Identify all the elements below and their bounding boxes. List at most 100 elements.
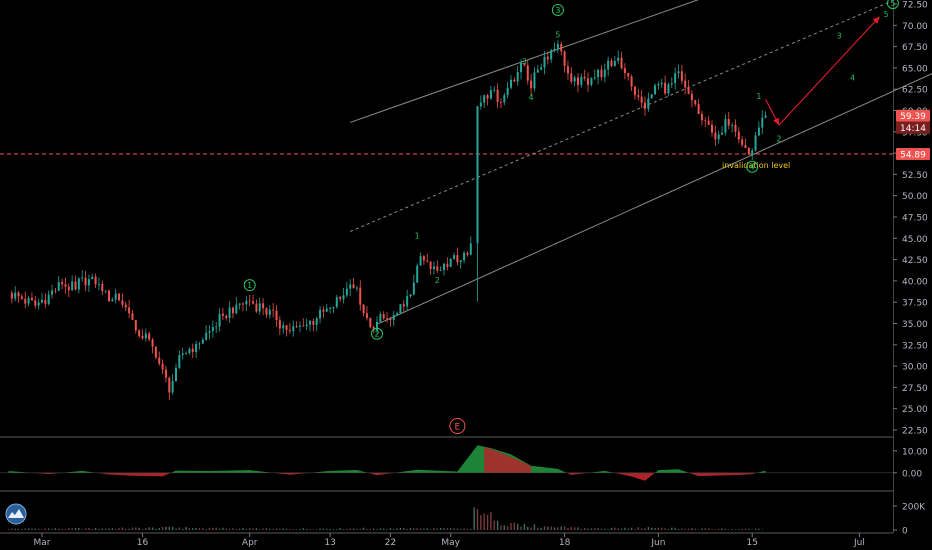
candle[interactable] [459,259,462,269]
candle[interactable] [292,320,295,337]
app-logo-icon[interactable] [5,503,27,525]
candle[interactable] [51,284,54,299]
candle[interactable] [506,81,509,99]
candle[interactable] [409,293,412,298]
candle[interactable] [416,263,419,284]
candle[interactable] [463,250,466,264]
candle[interactable] [81,270,84,282]
candle[interactable] [128,299,131,319]
oscillator-pane[interactable] [0,445,893,481]
candle[interactable] [298,321,301,333]
candle[interactable] [352,277,355,289]
candle[interactable] [124,301,127,312]
candle[interactable] [175,363,177,382]
candle[interactable] [724,114,727,136]
candle[interactable] [369,317,372,329]
candle[interactable] [339,295,342,302]
candle[interactable] [667,82,670,96]
candle[interactable] [560,41,563,56]
candle[interactable] [74,275,77,291]
candle[interactable] [731,122,734,133]
minor-wave-label[interactable]: 1 [415,232,420,241]
candle[interactable] [154,346,157,360]
candle[interactable] [309,319,311,332]
candle[interactable] [446,257,449,271]
candle[interactable] [530,73,533,96]
candle[interactable] [456,247,459,266]
candle[interactable] [479,95,482,110]
candle[interactable] [469,236,472,256]
candle[interactable] [546,51,549,65]
candle[interactable] [164,365,167,383]
candle[interactable] [191,343,194,359]
candle[interactable] [633,85,636,100]
candle[interactable] [486,93,489,106]
candle[interactable] [141,329,144,341]
candle[interactable] [754,132,757,152]
candle[interactable] [181,347,184,360]
candle[interactable] [91,273,94,280]
candle[interactable] [37,298,40,310]
candle[interactable] [603,63,606,83]
candle[interactable] [20,293,23,301]
candle[interactable] [533,67,536,92]
candle[interactable] [332,306,335,313]
candle[interactable] [94,273,97,288]
candle[interactable] [526,59,529,85]
candle[interactable] [285,324,288,337]
candle[interactable] [329,306,332,314]
candle[interactable] [644,96,646,116]
candle[interactable] [342,287,345,304]
candle[interactable] [540,63,543,71]
candle[interactable] [453,252,456,260]
candle[interactable] [248,294,251,307]
candle[interactable] [17,291,20,303]
candle[interactable] [590,77,593,87]
candle[interactable] [419,252,422,266]
candle[interactable] [185,351,188,355]
candle[interactable] [111,297,114,302]
candle[interactable] [553,42,556,53]
candle[interactable] [536,65,539,73]
candle[interactable] [67,283,70,298]
candle[interactable] [426,253,429,263]
candle[interactable] [41,292,43,304]
candle[interactable] [597,68,600,85]
candle[interactable] [677,64,680,79]
candle[interactable] [392,311,395,326]
candle[interactable] [493,86,496,93]
candle[interactable] [282,321,285,334]
candle[interactable] [607,56,610,77]
candle[interactable] [278,316,281,335]
candle[interactable] [61,278,64,290]
candle[interactable] [637,88,640,101]
candle[interactable] [87,274,90,292]
candle[interactable] [84,270,87,292]
candle[interactable] [252,294,255,305]
candle[interactable] [362,304,365,317]
candle[interactable] [47,290,50,306]
minor-wave-label[interactable]: 3 [522,57,527,66]
candle[interactable] [700,110,703,126]
candle[interactable] [516,65,519,86]
candle[interactable] [171,373,174,395]
candle[interactable] [674,67,677,90]
candle[interactable] [382,311,385,320]
channel-upper-line[interactable] [350,0,932,123]
candle[interactable] [587,72,590,92]
candle[interactable] [650,93,653,99]
candle[interactable] [121,293,124,308]
candle[interactable] [499,98,502,109]
candle[interactable] [158,351,161,366]
projection-arrow-up[interactable] [778,16,880,126]
candle[interactable] [288,323,291,334]
candle[interactable] [138,329,141,338]
candle[interactable] [386,312,389,323]
major-wave-label[interactable]: 5 [886,0,899,10]
candle[interactable] [114,288,117,304]
candle[interactable] [600,65,603,81]
candle[interactable] [476,106,479,302]
candle[interactable] [660,78,663,88]
candle[interactable] [208,325,211,340]
